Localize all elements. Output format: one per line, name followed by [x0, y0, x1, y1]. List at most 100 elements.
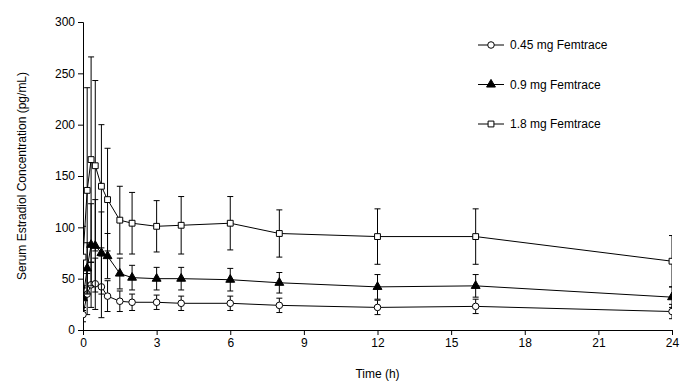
error-bar-cap: [88, 307, 94, 308]
error-bar: [129, 294, 135, 310]
marker: [83, 293, 87, 301]
y-tick-label: 200: [55, 118, 75, 132]
y-tick: 100: [55, 221, 83, 235]
error-bar-cap: [227, 196, 233, 197]
marker: [84, 187, 90, 193]
error-bar-cap: [117, 311, 123, 312]
error-bar-cap: [92, 250, 98, 251]
error-bar-cap: [88, 56, 94, 57]
marker: [128, 273, 137, 281]
error-bar-cap: [227, 296, 233, 297]
x-tick-mark: [378, 330, 379, 335]
error-bar-cap: [117, 258, 123, 259]
plot-area: 03691215182124050100150200250300: [55, 15, 680, 349]
y-tick: 50: [62, 272, 83, 286]
error-bar-cap: [375, 274, 381, 275]
error-bar-cap: [92, 309, 98, 310]
y-tick-mark: [78, 125, 83, 126]
marker: [177, 274, 186, 282]
y-axis-line: [78, 23, 84, 331]
error-bar: [473, 209, 479, 264]
error-bar-cap: [105, 148, 111, 149]
error-bar: [276, 210, 282, 257]
error-bar-cap: [375, 300, 381, 301]
error-bar-cap: [84, 293, 90, 294]
marker: [117, 217, 123, 223]
error-bar-cap: [117, 288, 123, 289]
marker: [227, 220, 233, 226]
y-tick-mark: [78, 176, 83, 177]
marker: [98, 183, 104, 189]
error-bar: [276, 298, 282, 312]
error-bar-cap: [276, 272, 282, 273]
error-bar-cap: [178, 310, 184, 311]
error-bar-cap: [98, 247, 104, 248]
marker: [668, 292, 672, 300]
legend-item: 0.9 mg Femtrace: [478, 78, 601, 92]
error-bar-cap: [83, 287, 86, 288]
x-tick: 15: [445, 330, 459, 350]
error-bar-cap: [84, 87, 90, 88]
error-bar-cap: [154, 309, 160, 310]
error-bar: [227, 296, 233, 310]
error-bar-cap: [276, 298, 282, 299]
y-tick-mark: [78, 22, 83, 23]
marker: [104, 293, 111, 300]
marker: [83, 311, 86, 318]
y-tick-mark: [78, 330, 83, 331]
legend: 0.45 mg Femtrace0.9 mg Femtrace1.8 mg Fe…: [478, 38, 608, 131]
x-tick-mark: [230, 330, 231, 335]
error-bar-cap: [84, 294, 90, 295]
error-bar: [178, 197, 184, 254]
error-bar-cap: [92, 80, 98, 81]
x-tick-mark: [672, 330, 673, 335]
error-bar-cap: [83, 321, 86, 322]
marks: [83, 57, 672, 322]
y-tick-label: 250: [55, 67, 75, 81]
marker: [154, 223, 160, 229]
error-bar-cap: [178, 254, 184, 255]
marker: [129, 220, 135, 226]
error-bar: [117, 186, 123, 254]
error-bar: [105, 148, 111, 251]
marker: [374, 304, 381, 311]
error-bar-cap: [375, 314, 381, 315]
x-axis-line: [84, 331, 673, 336]
error-bar-cap: [375, 299, 381, 300]
error-bar-cap: [375, 208, 381, 209]
error-bar: [88, 57, 94, 262]
error-bar-cap: [154, 251, 160, 252]
legend-marker: [488, 42, 495, 49]
marker: [105, 197, 111, 203]
marker: [178, 300, 185, 307]
error-bar-cap: [669, 307, 672, 308]
marker: [97, 248, 106, 256]
error-bar: [669, 236, 672, 287]
marker: [226, 275, 235, 283]
x-tick: 21: [592, 330, 606, 350]
error-bar-cap: [154, 200, 160, 201]
x-tick-label: 12: [371, 336, 385, 350]
marker: [117, 298, 124, 305]
error-bar-cap: [473, 264, 479, 265]
series: [83, 57, 672, 293]
legend-marker: [487, 79, 496, 87]
error-bar: [129, 192, 135, 254]
error-bar-cap: [473, 274, 479, 275]
error-bar-cap: [129, 310, 135, 311]
y-tick: 250: [55, 67, 83, 81]
error-bar: [227, 197, 233, 250]
x-tick-label: 24: [666, 336, 680, 350]
marker: [669, 258, 672, 264]
error-bar-cap: [178, 296, 184, 297]
marker: [472, 303, 479, 310]
y-tick: 200: [55, 118, 83, 132]
error-bar-cap: [154, 295, 160, 296]
marker: [178, 222, 184, 228]
marker: [275, 278, 284, 286]
y-tick-label: 300: [55, 15, 75, 29]
x-axis: 03691215182124: [80, 330, 679, 350]
x-tick: 9: [301, 330, 308, 350]
error-bar: [92, 81, 98, 251]
error-bar-cap: [473, 313, 479, 314]
